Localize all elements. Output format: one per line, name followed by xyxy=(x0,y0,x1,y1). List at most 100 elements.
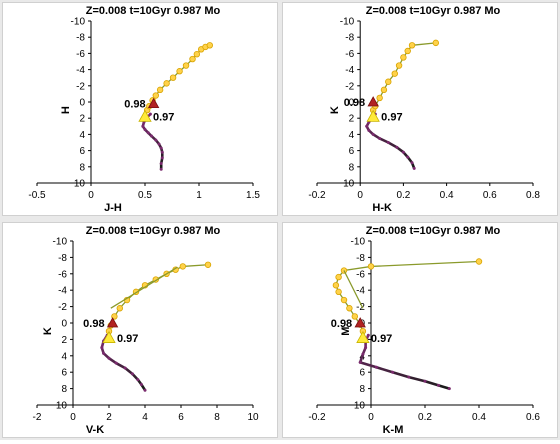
y-tick-label: 8 xyxy=(349,162,355,173)
y-tick-label: -6 xyxy=(345,49,354,60)
data-point xyxy=(154,138,158,142)
y-tick-label: -8 xyxy=(58,253,67,264)
data-point xyxy=(340,296,348,304)
data-point xyxy=(447,387,451,391)
x-tick-label: 6 xyxy=(178,412,184,423)
data-point xyxy=(423,379,427,383)
y-tick-label: 6 xyxy=(349,146,355,157)
y-tick-label: 0 xyxy=(349,98,355,109)
data-point xyxy=(189,55,196,63)
chart-svg: Z=0.008 t=10Gyr 0.987 Mo-10-8-6-4-202468… xyxy=(28,5,260,214)
series-line xyxy=(110,266,178,309)
data-point xyxy=(148,112,152,116)
y-tick-label: -2 xyxy=(58,302,67,313)
y-tick-label: 8 xyxy=(61,384,67,395)
series-segment xyxy=(391,370,411,379)
x-axis-label: V-K xyxy=(86,424,104,436)
y-axis-label: H xyxy=(60,106,72,114)
data-point xyxy=(346,305,353,312)
x-tick-label: 0.4 xyxy=(472,412,486,423)
data-point xyxy=(160,150,164,154)
data-point xyxy=(149,134,153,138)
y-tick-label: -4 xyxy=(356,286,365,297)
annotation-label: 0.98 xyxy=(331,318,352,330)
chart-title: Z=0.008 t=10Gyr 0.987 Mo xyxy=(86,5,221,17)
y-tick-label: 6 xyxy=(79,146,85,157)
y-tick-label: 2 xyxy=(79,114,85,125)
x-tick-label: 0.6 xyxy=(483,190,497,201)
data-point xyxy=(391,370,395,374)
yellow-triangle-marker xyxy=(138,109,152,122)
yellow-triangle-marker xyxy=(356,330,370,343)
series-segment xyxy=(437,384,451,390)
y-tick-label: -8 xyxy=(345,33,354,44)
series-segment xyxy=(375,365,394,374)
series-segment xyxy=(114,361,127,370)
y-tick-label: 0 xyxy=(61,319,67,330)
y-tick-label: -10 xyxy=(53,237,68,248)
data-point xyxy=(139,383,143,386)
x-tick-label: -2 xyxy=(33,412,42,423)
data-point xyxy=(116,305,123,312)
chart-title: Z=0.008 t=10Gyr 0.987 Mo xyxy=(86,225,221,237)
data-point xyxy=(386,141,390,144)
x-tick-label: 0 xyxy=(70,412,76,423)
series-segment xyxy=(386,141,399,149)
y-tick-label: -2 xyxy=(76,81,85,92)
data-point xyxy=(107,356,111,360)
y-tick-label: 8 xyxy=(359,384,365,395)
annotation-label: 0.97 xyxy=(153,112,174,124)
x-tick-label: 0.2 xyxy=(418,412,432,423)
data-point xyxy=(366,333,370,337)
data-point xyxy=(193,51,201,58)
data-point xyxy=(367,128,371,132)
series-line xyxy=(146,44,211,111)
data-point xyxy=(365,124,369,128)
chart-panel-vk: Z=0.008 t=10Gyr 0.987 Mo -10 -8 -6 -4 -2 0 2 4 6 8… xyxy=(2,222,278,438)
chart-title: Z=0.008 t=10Gyr 0.987 Mo xyxy=(366,225,501,237)
series-line xyxy=(343,270,364,309)
annotation-label: 0.98 xyxy=(344,97,365,109)
series-segment xyxy=(407,375,427,383)
y-tick-label: -8 xyxy=(76,33,85,44)
data-point xyxy=(378,136,382,140)
data-point xyxy=(391,70,398,77)
y-tick-label: -4 xyxy=(345,65,354,76)
data-point xyxy=(351,313,358,320)
data-point xyxy=(156,86,164,94)
x-tick-label: 10 xyxy=(247,412,259,423)
data-point xyxy=(332,282,340,289)
data-point xyxy=(364,346,368,350)
data-point xyxy=(123,366,127,370)
data-point xyxy=(371,132,375,136)
y-tick-label: 6 xyxy=(359,368,365,379)
y-tick-label: -6 xyxy=(76,49,85,60)
red-triangle-marker xyxy=(106,317,119,328)
data-point xyxy=(400,54,407,61)
data-point xyxy=(475,258,483,265)
data-point xyxy=(206,42,213,49)
chart-svg: Z=0.008 t=10Gyr 0.987 Mo-10-8-6-4-202468… xyxy=(308,5,540,214)
data-point xyxy=(159,162,163,166)
x-tick-label: -0.2 xyxy=(308,412,326,423)
data-point xyxy=(179,263,186,270)
data-point xyxy=(163,80,170,87)
data-point xyxy=(159,167,163,171)
y-tick-label: -2 xyxy=(345,81,354,92)
data-point xyxy=(404,47,411,55)
y-tick-label: 10 xyxy=(354,401,366,412)
data-point xyxy=(169,74,177,81)
data-point xyxy=(146,131,150,135)
annotation-label: 0.97 xyxy=(371,333,392,345)
x-tick-label: 0 xyxy=(357,190,363,201)
data-point xyxy=(374,365,378,369)
data-point xyxy=(157,142,161,146)
x-tick-label: 1 xyxy=(196,190,202,201)
x-axis-label: K-M xyxy=(383,424,404,436)
data-point xyxy=(114,361,118,365)
data-point xyxy=(335,273,342,281)
y-tick-label: -6 xyxy=(58,269,67,280)
data-point xyxy=(136,378,140,382)
data-point xyxy=(432,39,439,47)
x-tick-label: 8 xyxy=(214,412,220,423)
